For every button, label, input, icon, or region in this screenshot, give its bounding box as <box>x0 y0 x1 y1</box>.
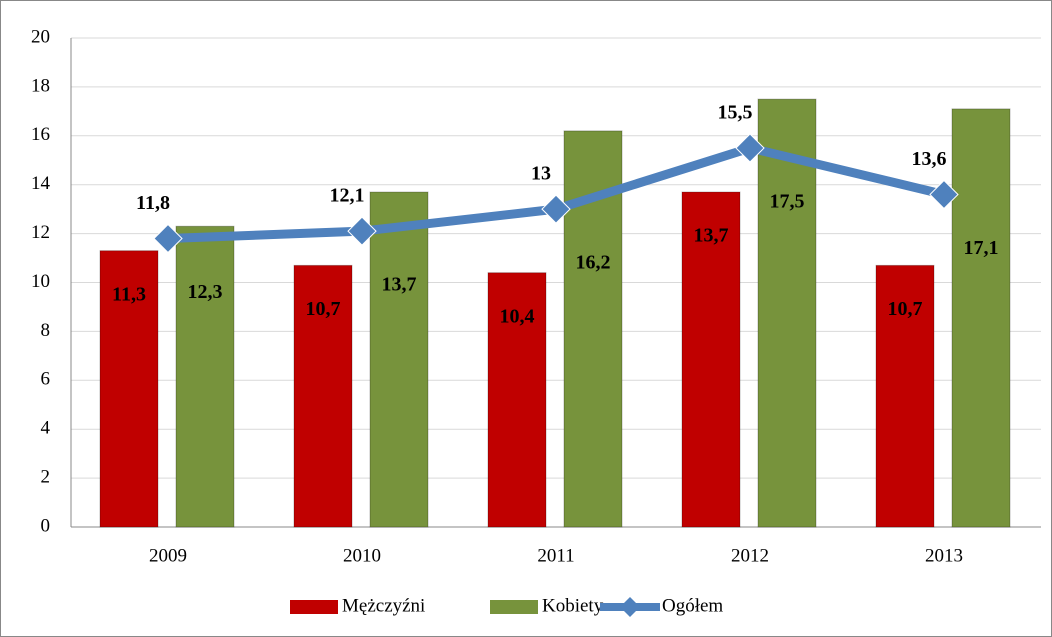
y-tick-label: 18 <box>31 75 50 96</box>
legend-label: Ogółem <box>662 595 723 616</box>
y-tick-label: 0 <box>41 515 51 536</box>
bar <box>369 191 429 528</box>
line-marker <box>735 133 765 163</box>
x-tick-label: 2012 <box>731 545 769 566</box>
data-label: 12,3 <box>188 281 223 303</box>
x-tick-label: 2010 <box>343 545 381 566</box>
bar <box>951 108 1011 528</box>
data-label: 13,6 <box>912 148 947 170</box>
y-tick-label: 10 <box>31 271 50 292</box>
bar <box>175 225 235 528</box>
y-tick-label: 14 <box>31 173 51 194</box>
data-label: 13 <box>531 163 551 185</box>
legend-swatch <box>620 597 640 617</box>
x-tick-label: 2011 <box>537 545 574 566</box>
data-label: 17,1 <box>964 237 999 259</box>
legend-label: Kobiety <box>542 595 604 616</box>
bar <box>757 98 817 528</box>
legend-swatch <box>490 600 538 614</box>
y-tick-label: 16 <box>31 124 50 145</box>
legend-label: Mężczyźni <box>342 595 425 616</box>
x-tick-label: 2013 <box>925 545 963 566</box>
bar <box>293 264 353 528</box>
y-tick-label: 6 <box>41 369 51 390</box>
y-tick-label: 2 <box>41 466 51 487</box>
legend-swatch <box>290 600 338 614</box>
data-label: 11,3 <box>112 283 146 305</box>
bar <box>99 250 159 528</box>
bar <box>875 264 935 528</box>
y-tick-label: 20 <box>31 26 50 47</box>
line-marker <box>541 194 571 224</box>
line-marker <box>347 216 377 246</box>
line-marker <box>153 223 183 254</box>
data-label: 13,7 <box>382 274 417 296</box>
line-marker <box>929 179 959 210</box>
data-label: 10,7 <box>888 298 923 320</box>
data-label: 13,7 <box>694 225 729 247</box>
y-tick-label: 4 <box>41 418 51 439</box>
data-label: 10,4 <box>500 305 535 327</box>
data-label: 16,2 <box>576 252 611 274</box>
data-label: 10,7 <box>306 298 341 320</box>
bar <box>681 191 741 528</box>
bar <box>487 272 547 528</box>
y-tick-label: 8 <box>41 320 51 341</box>
data-label: 17,5 <box>770 191 805 213</box>
data-label: 11,8 <box>136 192 170 214</box>
data-label: 12,1 <box>330 185 365 207</box>
y-tick-label: 12 <box>31 222 50 243</box>
data-label: 15,5 <box>718 102 753 124</box>
x-tick-label: 2009 <box>149 545 187 566</box>
